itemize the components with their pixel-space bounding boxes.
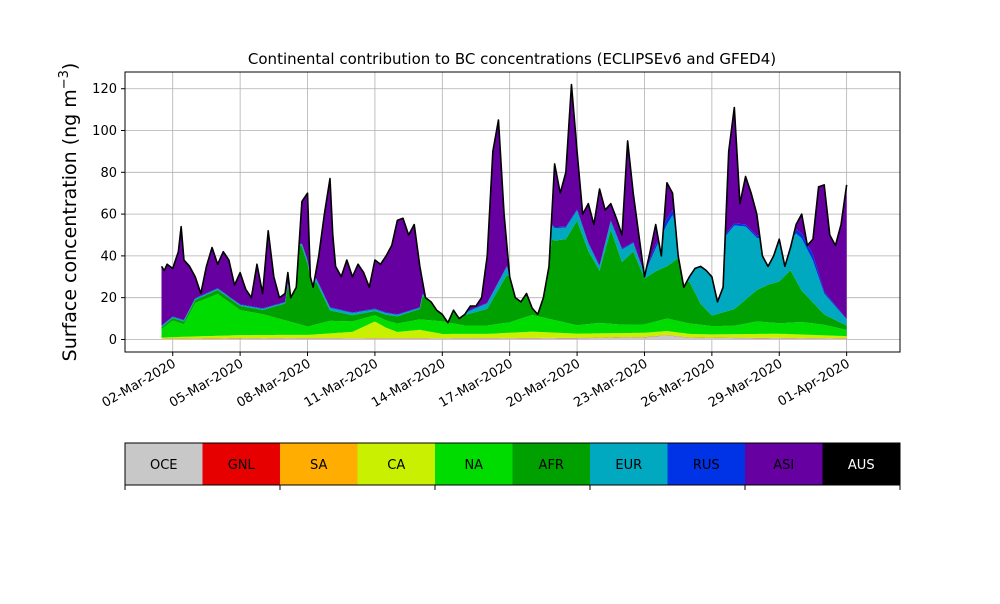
y-tick-label: 40 [100,249,117,264]
y-tick-label: 80 [100,166,117,181]
x-tick-label: 02-Mar-2020 [100,356,179,410]
legend-label-oce: OCE [150,458,178,473]
y-axis-label-close: ) [59,63,81,70]
legend-swatch-aus [822,443,901,485]
x-ticks: 02-Mar-202005-Mar-202008-Mar-202011-Mar-… [100,352,853,411]
legend-label-asi: ASI [773,458,794,473]
legend-swatch-oce [125,443,203,485]
legend-swatch-na [435,443,513,485]
y-tick-label: 20 [100,291,117,306]
legend-colorbar: OCE GNL SA CA NA AFR EUR RUS ASI AUS [124,442,901,490]
legend-label-aus: AUS [848,458,875,473]
area-gnl [161,335,847,340]
x-tick-label: 29-Mar-2020 [706,356,785,410]
x-tick-label: 23-Mar-2020 [571,356,650,410]
legend-swatch-afr [512,443,591,485]
area-eur [161,210,847,328]
y-tick-label: 100 [92,124,117,139]
legend-swatch-sa [280,443,358,485]
y-axis-label-superscript: −3 [57,70,72,89]
legend-frame [124,442,901,486]
y-axis-label: Surface concentration (ng m−3) [57,63,81,362]
legend-label-na: NA [464,458,483,473]
y-tick-label: 0 [109,333,117,348]
stacked-areas [161,84,847,340]
y-tick-label: 120 [92,82,117,97]
x-tick-label: 17-Mar-2020 [437,356,516,410]
x-tick-label: 08-Mar-2020 [234,356,313,410]
x-tick-label: 14-Mar-2020 [369,356,448,410]
area-oce [161,335,847,340]
chart-title: Continental contribution to BC concentra… [248,50,776,68]
plot-frame [124,71,901,353]
area-ca [161,321,847,339]
total-line-group [160,83,848,324]
x-tick-label: 01-Apr-2020 [776,356,853,409]
x-tick-label: 11-Mar-2020 [302,356,381,410]
area-asi [161,84,847,326]
total-line [160,83,848,324]
legend-swatch-gnl [202,443,281,485]
legend-label-eur: EUR [615,458,642,473]
legend-label-afr: AFR [539,458,564,473]
legend-label-rus: RUS [693,458,720,473]
legend-swatch-eur [590,443,668,485]
legend-label-sa: SA [310,458,327,473]
x-tick-label: 26-Mar-2020 [639,356,718,410]
area-afr [161,220,847,330]
legend-swatch-ca [357,443,436,485]
legend-swatch-rus [667,443,746,485]
legend-label-ca: CA [387,458,405,473]
y-ticks: 0 20 40 60 80 100 120 [92,82,125,348]
legend-label-gnl: GNL [228,458,256,473]
y-axis-label-main: Surface concentration (ng m [59,89,81,361]
y-tick-label: 60 [100,208,117,223]
legend-swatch-asi [745,443,823,485]
x-tick-label: 05-Mar-2020 [167,356,246,410]
area-sa [161,334,847,339]
x-tick-label: 20-Mar-2020 [504,356,583,410]
area-na [161,294,847,338]
